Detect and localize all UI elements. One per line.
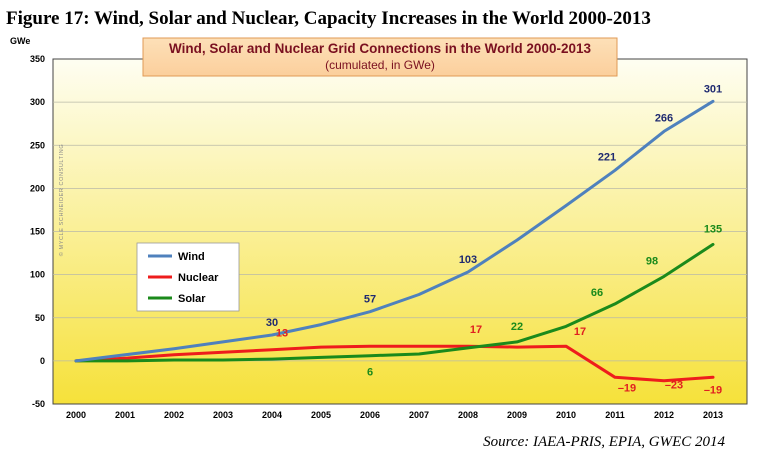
data-label-solar: 66 bbox=[591, 287, 603, 299]
x-tick-label: 2011 bbox=[605, 410, 625, 420]
y-tick-label: 50 bbox=[35, 313, 45, 323]
series-line-wind bbox=[74, 99, 715, 363]
data-label-solar: 22 bbox=[511, 321, 523, 333]
chart-title: Wind, Solar and Nuclear Grid Connections… bbox=[169, 41, 591, 56]
y-tick-label: 100 bbox=[30, 270, 45, 280]
chart-subtitle: (cumulated, in GWe) bbox=[325, 58, 435, 72]
x-tick-label: 2002 bbox=[164, 410, 184, 420]
data-label-wind: 103 bbox=[459, 254, 477, 266]
y-tick-label: 200 bbox=[30, 183, 45, 193]
series-lines bbox=[74, 99, 715, 383]
x-tick-label: 2006 bbox=[360, 410, 380, 420]
x-tick-label: 2008 bbox=[458, 410, 478, 420]
y-tick-label: -50 bbox=[32, 399, 45, 409]
data-label-wind: 30 bbox=[266, 317, 278, 329]
series-line-nuclear bbox=[74, 344, 715, 383]
data-label-nuclear: –23 bbox=[665, 380, 683, 392]
x-tick-label: 2004 bbox=[262, 410, 282, 420]
legend-label-wind: Wind bbox=[178, 251, 205, 263]
chart-title-box: Wind, Solar and Nuclear Grid Connections… bbox=[142, 37, 618, 77]
legend-label-solar: Solar bbox=[178, 293, 206, 305]
data-label-solar: 135 bbox=[704, 223, 722, 235]
x-tick-label: 2000 bbox=[66, 410, 86, 420]
y-tick-label: 150 bbox=[30, 227, 45, 237]
series-line-solar bbox=[74, 242, 715, 363]
x-tick-label: 2001 bbox=[115, 410, 135, 420]
legend: Wind Nuclear Solar bbox=[136, 242, 240, 312]
y-tick-label: 0 bbox=[40, 356, 45, 366]
data-label-nuclear: 13 bbox=[276, 328, 288, 340]
data-labels: 30 57 103 221 266 301 13 17 17 –19 –23 –19 6 22 66 98 13… bbox=[266, 83, 722, 396]
y-tick-label: 250 bbox=[30, 140, 45, 150]
data-label-wind: 221 bbox=[598, 151, 616, 163]
data-label-nuclear: 17 bbox=[470, 324, 482, 336]
figure-heading: Figure 17: Wind, Solar and Nuclear, Capa… bbox=[6, 8, 651, 29]
y-tick-label: 350 bbox=[30, 54, 45, 64]
copyright-watermark: © MYCLE SCHNEIDER CONSULTING bbox=[58, 144, 65, 256]
y-axis-label: GWe bbox=[10, 36, 30, 46]
x-tick-label: 2013 bbox=[703, 410, 723, 420]
data-label-nuclear: –19 bbox=[618, 382, 636, 394]
data-label-wind: 301 bbox=[704, 83, 722, 95]
data-label-wind: 57 bbox=[364, 294, 376, 306]
y-tick-label: 300 bbox=[30, 97, 45, 107]
source-note: Source: IAEA-PRIS, EPIA, GWEC 2014 bbox=[483, 434, 725, 450]
data-label-solar: 98 bbox=[646, 255, 658, 267]
y-axis-ticks: -50 0 50 100 150 200 250 300 350 bbox=[30, 54, 45, 409]
x-tick-label: 2003 bbox=[213, 410, 233, 420]
x-axis-ticks: 2000 2001 2002 2003 2004 2005 2006 2007 2008 2009… bbox=[66, 410, 723, 420]
x-tick-label: 2007 bbox=[409, 410, 429, 420]
x-tick-label: 2012 bbox=[654, 410, 674, 420]
x-tick-label: 2005 bbox=[311, 410, 331, 420]
legend-label-nuclear: Nuclear bbox=[178, 272, 219, 284]
x-tick-label: 2009 bbox=[507, 410, 527, 420]
data-label-wind: 266 bbox=[655, 112, 673, 124]
data-label-solar: 6 bbox=[367, 367, 373, 379]
data-label-nuclear: –19 bbox=[704, 384, 722, 396]
data-label-nuclear: 17 bbox=[574, 326, 586, 338]
x-tick-label: 2010 bbox=[556, 410, 576, 420]
